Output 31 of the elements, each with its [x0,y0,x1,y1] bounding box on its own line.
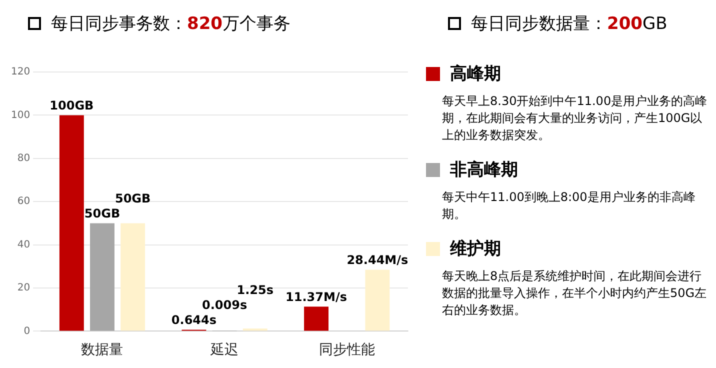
data-label: 100GB [50,98,94,112]
bar [365,270,390,331]
y-tick-label: 80 [17,152,30,164]
legend-label: 非高峰期 [449,159,519,181]
y-tick-label: 60 [17,196,30,208]
legend-label: 维护期 [449,238,502,260]
bar [59,115,84,331]
data-label: 28.44M/s [346,252,408,267]
y-tick-label: 120 [10,66,30,78]
bar [304,306,328,331]
x-tick-label: 数据量 [81,342,124,358]
y-tick-label: 20 [17,282,30,294]
legend-label: 高峰期 [449,63,502,85]
bar [120,223,146,331]
text: 每天早上8.30开始到中午11.00是用户业务的高峰期，在此期间会有大量的业务访问，产生100G以上的业务数据突发。 [442,93,708,144]
data-label: 11.37M/s [286,290,347,304]
data-label: 0.009s [202,298,248,312]
text: 每日同步数据量：200GB [471,14,668,34]
data-label: 0.644s [171,312,217,327]
data-label: 50GB [114,191,151,206]
text: 每天中午11.00到晚上8:00是用户业务的非高峰期。 [442,189,696,223]
data-label: 50GB [84,206,120,220]
x-tick-label: 延迟 [210,342,239,358]
y-tick-label: 40 [17,239,30,250]
chart-title: 每日同步事务数：820万个事务 [51,14,290,34]
y-tick-label: 100 [10,110,30,121]
x-tick-label: 同步性能 [318,342,375,358]
text: 每天晚上8点后是系统维护时间，在此期间会进行数据的批量导入操作，在半个小时内约产生50G左右的业务数据。 [442,268,708,319]
bar [90,223,114,331]
data-label: 1.25s [236,282,274,297]
y-tick-label: 0 [24,326,30,337]
